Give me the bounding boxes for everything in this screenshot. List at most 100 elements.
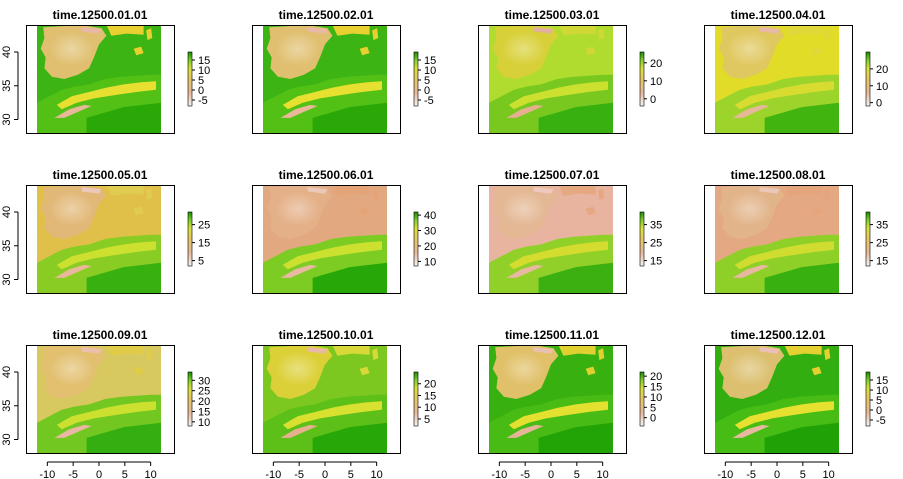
panel-3: time.12500.03.01 0 10 20 [478, 8, 662, 134]
map-high-atlas [506, 424, 544, 438]
colorbar [188, 212, 192, 266]
plot-box [252, 25, 401, 134]
x-tick-label: 0 [774, 469, 780, 479]
panel-title: time.12500.04.01 [731, 8, 826, 22]
colorbar-tick-label: 5 [424, 75, 430, 87]
colorbar-tick-label: 15 [424, 390, 436, 402]
panel-8: time.12500.08.01 15 25 35 [704, 168, 888, 294]
panel-7: time.12500.07.01 15 25 35 [478, 168, 662, 294]
map-raster [37, 185, 161, 293]
map-raster [715, 185, 839, 293]
map-atlas [734, 401, 834, 430]
colorbar-tick-label: 35 [650, 220, 662, 232]
x-tick-label: 5 [122, 469, 128, 479]
colorbar-tick-label: 25 [198, 220, 210, 232]
colorbar-tick-label: 10 [424, 65, 436, 77]
map-islands [811, 188, 831, 216]
colorbar [188, 372, 192, 426]
map-raster [715, 345, 839, 453]
plot-box [478, 345, 627, 454]
y-tick-label: 35 [1, 80, 13, 92]
map-islands [811, 348, 831, 376]
colorbar-tick-label: 15 [876, 375, 888, 387]
map-high-atlas [280, 264, 318, 278]
colorbar-frame [865, 51, 871, 107]
colorbar-tick-label: 10 [650, 392, 662, 404]
y-tick-label: 35 [1, 400, 13, 412]
x-tick-label: 0 [548, 469, 554, 479]
map-sahara [538, 102, 613, 133]
map-meseta [49, 31, 95, 67]
map-france [784, 185, 822, 196]
map-sahara [312, 262, 387, 293]
x-tick-label: 5 [574, 469, 580, 479]
colorbar-tick-label: 25 [876, 238, 888, 250]
colorbar-tick-label: 10 [198, 65, 210, 77]
map-atlas [508, 401, 608, 430]
map-atlas [282, 401, 382, 430]
map-raster [263, 345, 387, 453]
map-meseta [275, 351, 321, 387]
colorbar-tick-label: 30 [198, 375, 210, 387]
colorbar-tick-label: 35 [876, 220, 888, 232]
panel-5: time.12500.05.01 30 35 40 5 15 25 [1, 168, 210, 294]
map-meseta [49, 191, 95, 227]
map-high-atlas [54, 104, 92, 118]
map-france [106, 185, 144, 196]
colorbar [866, 212, 870, 266]
map-sahara [312, 422, 387, 453]
plot-box [704, 345, 853, 454]
map-sahara [764, 102, 839, 133]
map-pyrenees [81, 187, 102, 194]
map-pyrenees [533, 187, 554, 194]
x-tick-label: -10 [265, 469, 281, 479]
colorbar-tick-label: 20 [198, 396, 210, 408]
plot-box [26, 345, 175, 454]
map-raster [263, 25, 387, 133]
map-atlas [56, 401, 156, 430]
map-islands [359, 28, 379, 56]
map-islands [133, 188, 153, 216]
map-meseta [275, 31, 321, 67]
y-tick-label: 30 [1, 433, 13, 445]
colorbar-frame [639, 371, 645, 427]
colorbar [640, 52, 644, 106]
map-atlas [734, 81, 834, 110]
colorbar-tick-label: 10 [198, 417, 210, 429]
x-tick-label: 5 [800, 469, 806, 479]
map-high-atlas [732, 264, 770, 278]
colorbar [640, 372, 644, 426]
colorbar-tick-label: -5 [424, 95, 434, 107]
colorbar-tick-label: 20 [650, 58, 662, 70]
plot-box [252, 345, 401, 454]
map-raster [489, 185, 613, 293]
x-tick-label: -5 [294, 469, 304, 479]
map-france [558, 345, 596, 356]
panel-title: time.12500.10.01 [279, 328, 374, 342]
map-pyrenees [307, 347, 328, 354]
panel-title: time.12500.05.01 [53, 168, 148, 182]
map-pyrenees [81, 347, 102, 354]
map-sahara [764, 422, 839, 453]
map-high-atlas [732, 104, 770, 118]
map-atlas [282, 241, 382, 270]
map-sahara [538, 422, 613, 453]
colorbar-frame [639, 211, 645, 267]
map-meseta [501, 351, 547, 387]
map-sahara [86, 422, 161, 453]
colorbar-tick-label: 5 [198, 256, 204, 268]
x-tick-label: 10 [145, 469, 157, 479]
map-meseta [727, 351, 773, 387]
map-high-atlas [506, 104, 544, 118]
map-pyrenees [307, 187, 328, 194]
map-atlas [508, 81, 608, 110]
map-pyrenees [307, 27, 328, 34]
map-raster [37, 345, 161, 453]
colorbar [188, 52, 192, 106]
map-france [332, 345, 370, 356]
colorbar-tick-label: 0 [650, 413, 656, 425]
map-france [106, 345, 144, 356]
map-pyrenees [759, 27, 780, 34]
plot-box [704, 25, 853, 134]
colorbar-frame [413, 371, 419, 427]
